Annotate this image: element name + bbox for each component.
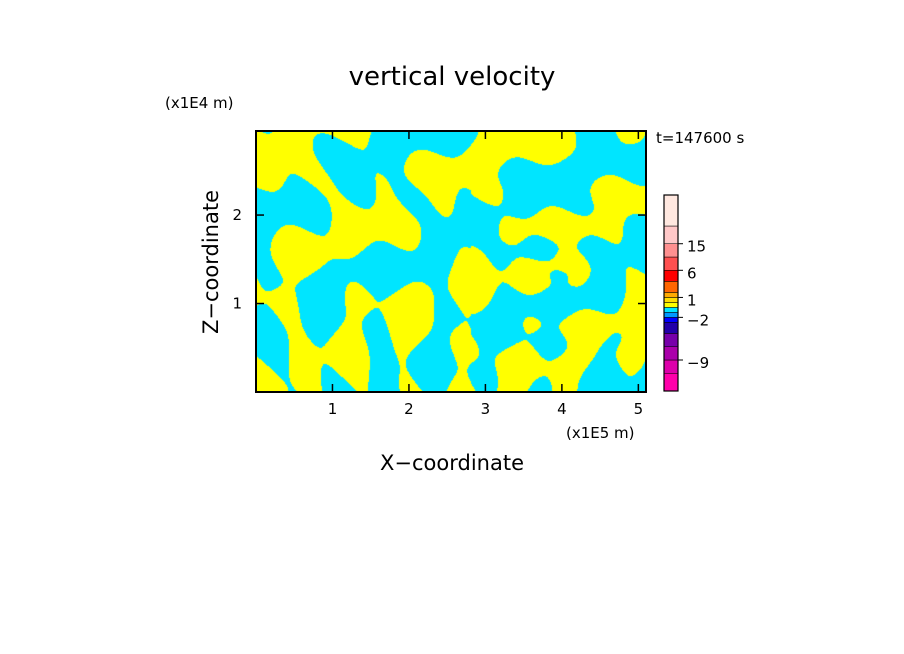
colorbar-level	[663, 194, 679, 227]
colorbar-level	[663, 243, 679, 258]
colorbar-tick-label: −9	[687, 354, 709, 372]
colorbar-level	[663, 373, 679, 392]
y-axis-ticks: 12	[232, 206, 646, 313]
x-tick-label: 2	[404, 400, 414, 418]
colorbar-level	[663, 256, 679, 271]
colorbar	[663, 194, 679, 392]
colorbar-level	[663, 312, 679, 318]
velocity-field	[256, 131, 646, 392]
colorbar-level	[663, 281, 679, 293]
colorbar-level	[663, 317, 679, 323]
x-tick-label: 3	[481, 400, 491, 418]
x-axis-unit: (x1E5 m)	[566, 424, 635, 442]
plot-frame	[255, 130, 647, 393]
y-axis-label: Z−coordinate	[199, 190, 223, 334]
colorbar-level	[663, 292, 679, 298]
colorbar-level	[663, 322, 679, 334]
colorbar-level	[663, 333, 679, 347]
colorbar-level	[663, 346, 679, 361]
time-label: t=147600 s	[656, 129, 744, 147]
colorbar-frame	[663, 194, 679, 392]
x-tick-label: 5	[634, 400, 644, 418]
x-axis-ticks: 1 2 3 4 5	[328, 131, 643, 418]
x-axis-label: X−coordinate	[380, 451, 524, 475]
colorbar-tick-labels: −9 −2 1 6 15	[678, 238, 709, 372]
colorbar-tick-label: 15	[687, 238, 706, 256]
y-axis-unit: (x1E4 m)	[165, 94, 234, 112]
y-tick-label: 2	[232, 206, 242, 224]
colorbar-level	[663, 270, 679, 282]
y-tick-label: 1	[232, 295, 242, 313]
velocity-field-image	[256, 131, 646, 392]
colorbar-level	[663, 225, 679, 244]
colorbar-level	[663, 302, 679, 308]
colorbar-level	[663, 307, 679, 313]
colorbar-tick-label: 6	[687, 264, 697, 282]
colorbar-tick-label: 1	[687, 291, 697, 309]
colorbar-level	[663, 359, 679, 374]
x-tick-label: 1	[328, 400, 338, 418]
colorbar-level	[663, 297, 679, 303]
chart-title: vertical velocity	[349, 62, 556, 92]
colorbar-tick-label: −2	[687, 311, 709, 329]
x-tick-label: 4	[557, 400, 567, 418]
